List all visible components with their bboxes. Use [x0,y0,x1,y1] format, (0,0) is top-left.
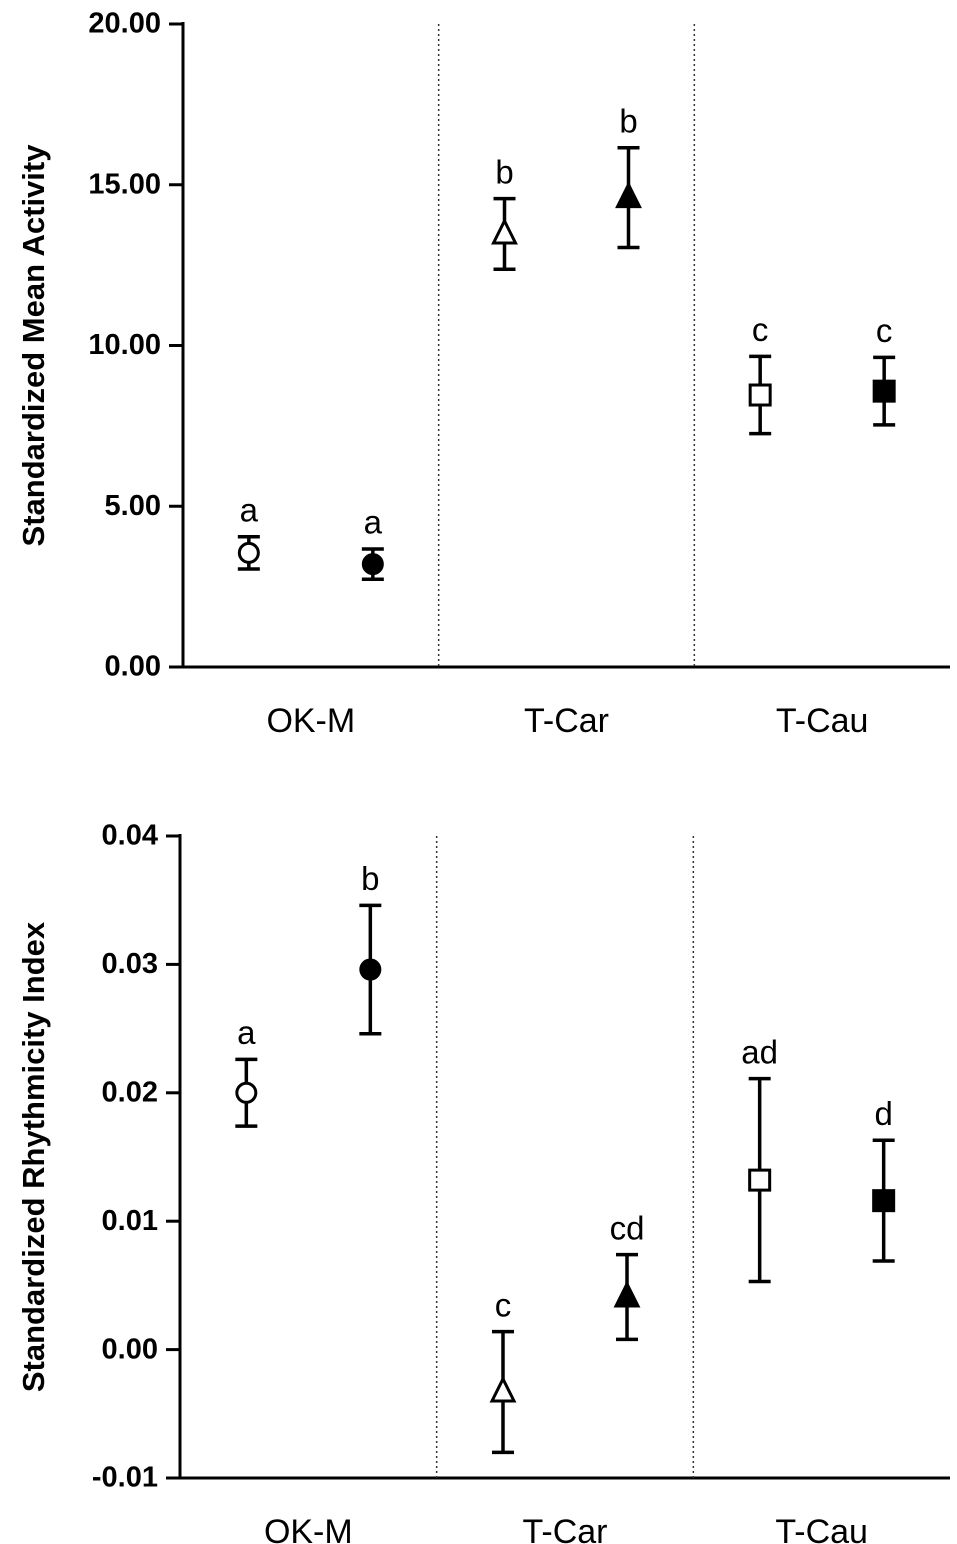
x-tick-label: T-Car [524,702,609,740]
marker [235,1081,258,1104]
annotation: b [361,860,379,897]
annotation: ad [741,1033,778,1070]
marker [748,383,772,407]
marker [489,1375,517,1403]
x-tick-label: T-Cau [776,702,869,740]
x-tick-label: OK-M [266,702,355,740]
marker [491,217,518,245]
x-tick-label: T-Cau [775,1513,868,1544]
y-tick-label: 0.03 [102,948,158,980]
x-tick-label: T-Car [523,1513,608,1544]
y-tick-label: 0.00 [105,651,161,683]
marker [615,181,642,209]
annotation: c [876,312,893,349]
y-tick-label: 0.02 [102,1076,158,1108]
y-tick-label: 0.04 [102,820,158,852]
annotation: c [495,1286,512,1323]
annotation: a [240,492,259,529]
y-axis-title: Standardized Rhythmicity Index [16,921,51,1392]
y-tick-label: 10.00 [88,329,161,361]
annotation: b [619,102,637,139]
annotation: b [495,153,513,190]
annotation: cd [610,1209,645,1246]
marker [872,1189,896,1213]
y-tick-label: 0.01 [102,1205,158,1237]
annotation: a [364,504,383,541]
y-tick-label: 20.00 [88,8,161,40]
marker [361,553,384,576]
y-axis-title: Standardized Mean Activity [16,144,51,547]
marker [748,1168,772,1192]
annotation: a [237,1014,256,1051]
annotation: d [874,1095,892,1132]
y-tick-label: -0.01 [92,1462,158,1494]
marker [613,1280,641,1308]
y-tick-label: 5.00 [105,490,161,522]
marker [872,379,896,403]
marker [359,958,382,981]
marker [237,541,260,564]
y-tick-label: 0.00 [102,1333,158,1365]
annotation: c [752,311,769,348]
y-tick-label: 15.00 [88,168,161,200]
x-tick-label: OK-M [264,1513,353,1544]
